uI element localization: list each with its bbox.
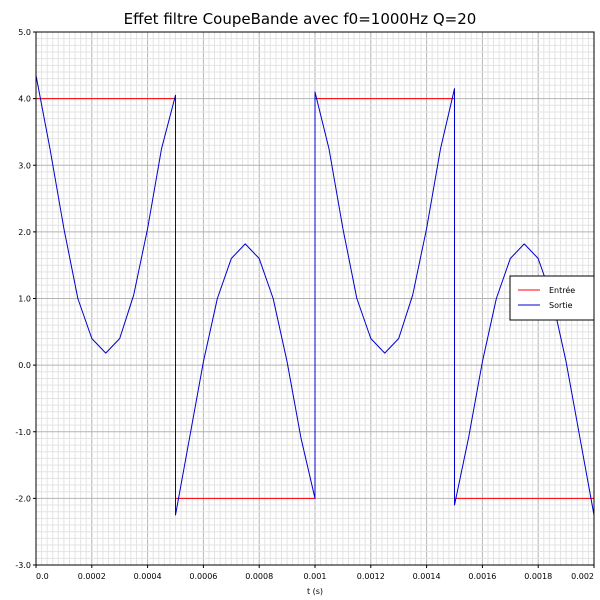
x-tick-label: 0.0018 (524, 572, 552, 581)
legend-label-sortie: Sortie (549, 301, 573, 310)
x-tick-label: 0.0016 (468, 572, 496, 581)
series-line-sortie (35, 74, 595, 516)
series-layer (35, 74, 595, 516)
x-tick-label: 0.0002 (78, 572, 106, 581)
x-tick-label: 0.0006 (189, 572, 217, 581)
y-tick-label: 1.0 (18, 295, 31, 304)
x-tick-label: 0.001 (304, 572, 327, 581)
legend-box (509, 275, 595, 321)
y-tick-label: 2.0 (18, 228, 31, 237)
y-tick-label: 4.0 (18, 95, 31, 104)
y-axis: 5.0 4.0 3.0 2.0 1.0 0.0 -1.0 -2.0 -3.0 (15, 28, 36, 570)
x-tick-label: 0.0014 (413, 572, 441, 581)
y-tick-label: -1.0 (15, 428, 31, 437)
x-tick-label: 0.0004 (134, 572, 162, 581)
legend: Entrée Sortie (509, 275, 595, 321)
y-tick-label: 0.0 (18, 361, 31, 370)
x-tick-label: 0.0008 (245, 572, 273, 581)
x-tick-label: 0.0 (36, 572, 49, 581)
x-axis: 0.0 0.0002 0.0004 0.0006 0.0008 0.001 0.0012 0.… (35, 565, 595, 581)
y-tick-label: 3.0 (18, 161, 31, 170)
x-tick-label: 0.002 (571, 572, 594, 581)
x-axis-label: t (s) (307, 587, 323, 596)
x-tick-label: 0.0012 (357, 572, 385, 581)
legend-label-entree: Entrée (549, 285, 575, 295)
y-tick-label: -2.0 (15, 494, 31, 503)
y-tick-label: 5.0 (18, 28, 31, 37)
chart-title: Effet filtre CoupeBande avec f0=1000Hz Q… (124, 10, 477, 28)
y-tick-label: -3.0 (15, 561, 31, 570)
